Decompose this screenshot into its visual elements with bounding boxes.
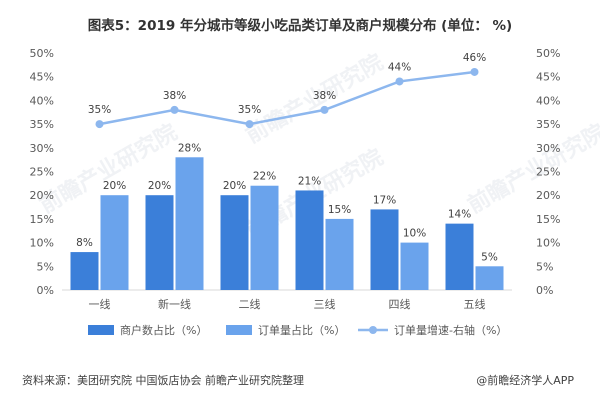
y2-tick-label: 10%: [536, 237, 560, 250]
y2-tick-label: 0%: [536, 284, 553, 297]
y-tick-label: 50%: [30, 47, 54, 60]
y2-tick-label: 20%: [536, 189, 560, 202]
data-label-merchant: 14%: [448, 209, 471, 221]
x-tick-label: 二线: [239, 297, 261, 311]
x-tick-label: 新一线: [158, 297, 191, 311]
x-tick-label: 四线: [389, 297, 411, 311]
bar-order-share: [400, 242, 429, 290]
data-label-order: 28%: [178, 142, 201, 154]
y-tick-label: 40%: [30, 94, 54, 107]
growth-line: [99, 70, 475, 126]
data-label-merchant: 20%: [148, 180, 171, 192]
bar-order-share: [100, 195, 129, 290]
bar-merchant-share: [370, 209, 399, 290]
labels-layer: 8% 20% 20% 28% 20% 22% 21% 15% 17% 10% 14% 5% 35% 38%…: [76, 52, 498, 263]
legend-label-order: 订单量占比（%）: [258, 323, 345, 337]
y-tick-label: 30%: [30, 142, 54, 155]
bar-merchant-share: [70, 252, 99, 290]
y2-tick-label: 35%: [536, 118, 560, 131]
y-tick-label: 20%: [30, 189, 54, 202]
y2-tick-label: 5%: [536, 260, 553, 273]
y-tick-label: 10%: [30, 237, 54, 250]
x-tick-label: 一线: [89, 297, 111, 311]
legend-swatch-order: [226, 325, 252, 335]
line-layer: [95, 67, 479, 129]
data-label-growth: 44%: [388, 61, 411, 73]
y2-tick-label: 30%: [536, 142, 560, 155]
brand-credit: @前瞻经济学人APP: [476, 374, 574, 387]
y-tick-label: 15%: [30, 213, 54, 226]
watermark-text: 前瞻产业研究院: [463, 119, 600, 219]
data-label-order: 22%: [253, 171, 276, 183]
y-tick-label: 5%: [37, 260, 54, 273]
bar-order-share: [325, 218, 354, 290]
y2-tick-label: 40%: [536, 94, 560, 107]
legend-label-merchant: 商户数占比（%）: [120, 323, 207, 337]
x-tick-label: 五线: [464, 297, 486, 311]
bar-order-share: [175, 157, 204, 290]
chart-title: 图表5：2019 年分城市等级小吃品类订单及商户规模分布 (单位： %): [87, 18, 513, 34]
legend-swatch-growth-marker: [369, 326, 377, 334]
y2-tick-label: 25%: [536, 166, 560, 179]
bar-order-share: [475, 266, 504, 290]
data-label-merchant: 8%: [76, 237, 93, 249]
data-label-order: 10%: [403, 228, 426, 240]
growth-point: [170, 105, 179, 114]
y2-tick-label: 45%: [536, 71, 560, 84]
bar-merchant-share: [295, 190, 324, 290]
y-tick-label: 45%: [30, 71, 54, 84]
data-label-growth: 38%: [313, 90, 336, 102]
bar-merchant-share: [220, 195, 249, 290]
source-note: 资料来源：美团研究院 中国饭店协会 前瞻产业研究院整理: [22, 374, 304, 387]
legend: 商户数占比（%） 订单量占比（%） 订单量增速-右轴（%）: [88, 323, 507, 337]
axes-layer: 0% 0% 5% 5% 10% 10% 15% 15% 20% 20% 25% 25% 30% 30% 35…: [30, 47, 561, 311]
growth-point: [470, 67, 479, 76]
y2-tick-label: 50%: [536, 47, 560, 60]
bars-layer: [70, 157, 504, 290]
y-tick-label: 25%: [30, 166, 54, 179]
data-label-growth: 35%: [238, 104, 261, 116]
y-tick-label: 35%: [30, 118, 54, 131]
data-label-merchant: 17%: [373, 194, 396, 206]
y-tick-label: 0%: [37, 284, 54, 297]
bar-merchant-share: [145, 195, 174, 290]
growth-point: [95, 120, 104, 129]
data-label-growth: 35%: [88, 104, 111, 116]
data-label-merchant: 20%: [223, 180, 246, 192]
legend-label-growth: 订单量增速-右轴（%）: [394, 323, 507, 337]
data-label-order: 5%: [481, 251, 498, 263]
data-label-growth: 38%: [163, 90, 186, 102]
data-label-order: 20%: [103, 180, 126, 192]
growth-point: [320, 105, 329, 114]
growth-point: [245, 120, 254, 129]
growth-point: [395, 77, 404, 86]
data-label-order: 15%: [328, 204, 351, 216]
bar-order-share: [250, 185, 279, 290]
bar-merchant-share: [445, 223, 474, 290]
data-label-growth: 46%: [463, 52, 486, 64]
x-tick-label: 三线: [314, 297, 336, 311]
legend-swatch-merchant: [88, 325, 114, 335]
data-label-merchant: 21%: [298, 175, 321, 187]
y2-tick-label: 15%: [536, 213, 560, 226]
